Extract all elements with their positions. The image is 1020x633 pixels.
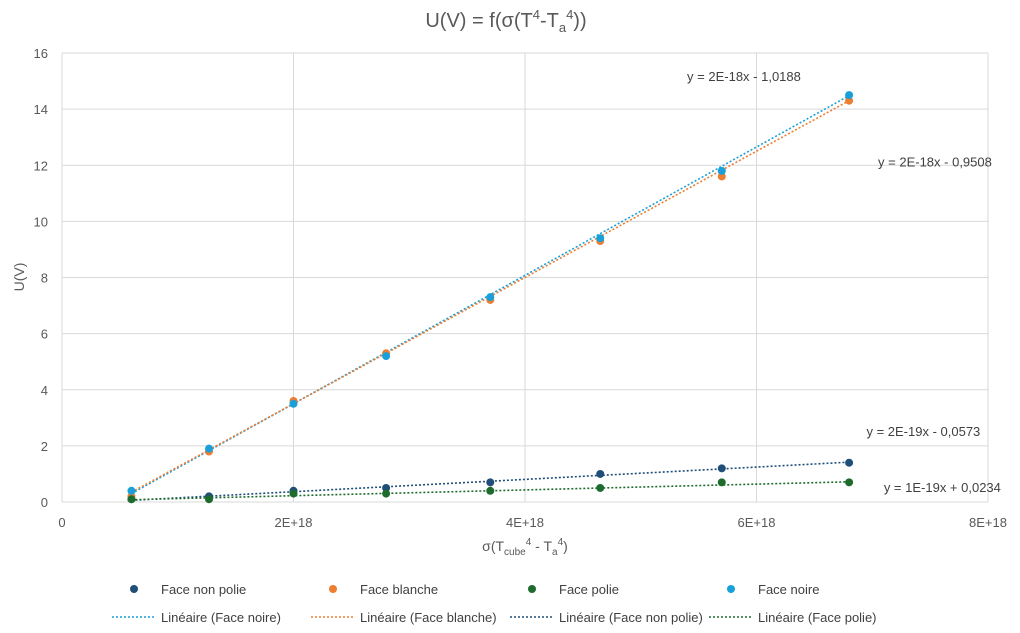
legend-trend-label-1: Linéaire (Face blanche) — [360, 610, 497, 625]
point-s2-2 — [289, 489, 298, 498]
legend-marker-2 — [528, 585, 536, 593]
x-tick-label-3: 6E+18 — [738, 515, 776, 530]
y-tick-label-4: 8 — [41, 271, 48, 286]
point-s0-4 — [486, 478, 495, 487]
x-axis-ticks: 0 2E+18 4E+18 6E+18 8E+18 — [58, 515, 1007, 530]
equation-0: y = 2E-18x - 1,0188 — [687, 69, 801, 84]
x-tick-label-1: 2E+18 — [275, 515, 313, 530]
point-s3-7 — [845, 91, 854, 100]
equation-3: y = 1E-19x + 0,0234 — [884, 480, 1001, 495]
point-s1-6 — [717, 172, 726, 181]
legend-label-2: Face polie — [559, 582, 619, 597]
x-tick-label-0: 0 — [58, 515, 65, 530]
point-s3-4 — [486, 293, 495, 302]
trendline-equations: y = 2E-18x - 1,0188 y = 2E-18x - 0,9508 y … — [687, 69, 1001, 495]
point-s0-3 — [382, 483, 391, 492]
legend-trend-label-3: Linéaire (Face polie) — [758, 610, 877, 625]
x-tick-label-4: 8E+18 — [969, 515, 1007, 530]
legend-marker-0 — [130, 585, 138, 593]
y-tick-label-5: 10 — [34, 214, 48, 229]
y-tick-label-1: 2 — [41, 439, 48, 454]
legend-label-0: Face non polie — [161, 582, 246, 597]
y-axis-title: U(V) — [11, 263, 27, 292]
legend-trend-label-2: Linéaire (Face non polie) — [559, 610, 703, 625]
legend-marker-3 — [727, 585, 735, 593]
x-axis-title: σ(Tcube4 - Ta4) — [482, 537, 568, 558]
legend-label-3: Face noire — [758, 582, 819, 597]
point-s2-1 — [205, 495, 214, 504]
y-tick-label-0: 0 — [41, 495, 48, 510]
point-s3-3 — [382, 352, 391, 361]
point-s3-5 — [596, 234, 605, 243]
point-s0-6 — [717, 464, 726, 473]
point-s0-7 — [845, 458, 854, 467]
y-tick-label-2: 4 — [41, 383, 48, 398]
point-s2-5 — [596, 483, 605, 492]
equation-1: y = 2E-18x - 0,9508 — [878, 155, 992, 170]
y-axis-ticks: 0 2 4 6 8 10 12 14 16 — [34, 46, 48, 510]
point-s2-4 — [486, 486, 495, 495]
point-s0-5 — [596, 469, 605, 478]
point-s1-7 — [845, 96, 854, 105]
data-points — [127, 91, 854, 504]
point-s2-7 — [845, 478, 854, 487]
y-tick-label-6: 12 — [34, 158, 48, 173]
y-tick-label-8: 16 — [34, 46, 48, 61]
point-s2-3 — [382, 489, 391, 498]
y-tick-label-7: 14 — [34, 102, 48, 117]
legend-marker-1 — [329, 585, 337, 593]
point-s2-6 — [717, 478, 726, 487]
point-s3-6 — [717, 166, 726, 175]
legend: Face non polie Face blanche Face polie Face… — [112, 582, 877, 625]
y-tick-label-3: 6 — [41, 327, 48, 342]
chart-title: U(V) = f(σ(T4-Ta4)) — [425, 7, 586, 35]
legend-label-1: Face blanche — [360, 582, 438, 597]
equation-2: y = 2E-19x - 0,0573 — [866, 424, 980, 439]
point-s3-2 — [289, 399, 298, 408]
point-s2-0 — [127, 495, 136, 504]
point-s3-1 — [205, 444, 214, 453]
point-s3-0 — [127, 486, 136, 495]
legend-trend-label-0: Linéaire (Face noire) — [161, 610, 281, 625]
x-tick-label-2: 4E+18 — [506, 515, 544, 530]
